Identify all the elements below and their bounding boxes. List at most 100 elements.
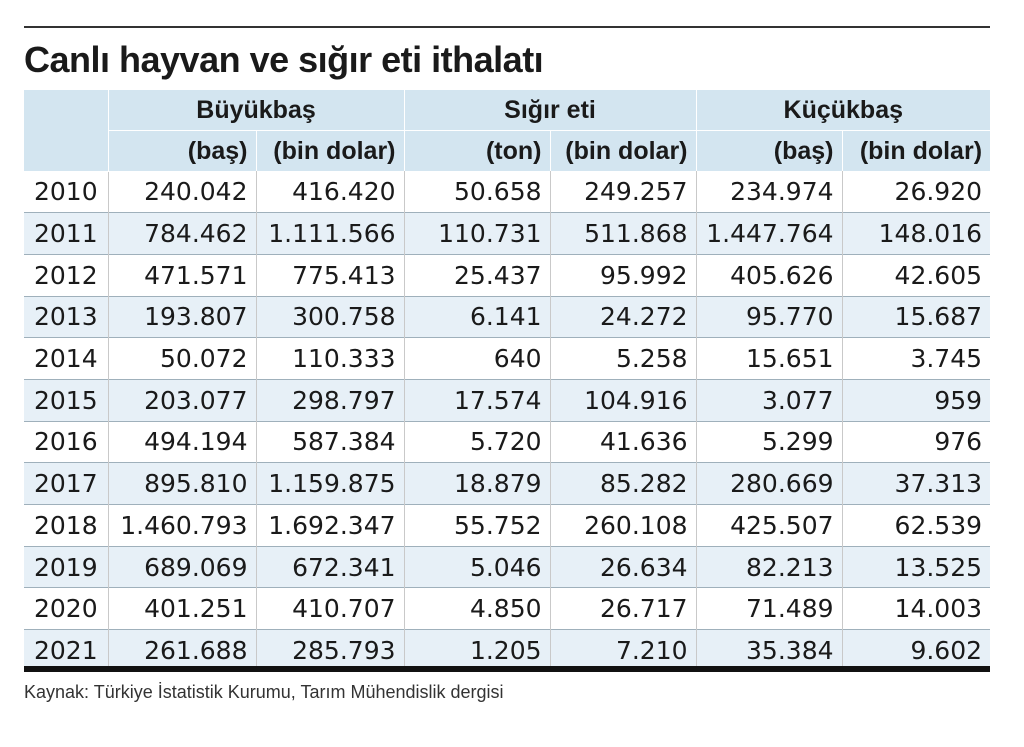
table-row: 2020 401.251 410.707 4.850 26.717 71.489 14.00… [24, 587, 991, 630]
value-cell: 240.042 [107, 171, 256, 213]
value-cell: 672.341 [255, 545, 405, 588]
value-cell: 110.731 [403, 212, 551, 255]
value-cell: 104.916 [549, 378, 697, 422]
value-cell: 425.507 [695, 504, 843, 547]
value-cell: 401.251 [107, 587, 256, 630]
value-cell: 50.072 [107, 337, 256, 380]
value-cell: 285.793 [255, 629, 405, 671]
value-cell: 234.974 [695, 171, 843, 213]
year-cell: 2014 [24, 337, 108, 380]
value-cell: 26.920 [841, 171, 991, 213]
value-cell: 5.720 [403, 420, 551, 463]
unit-header: (baş) [695, 130, 843, 171]
value-cell: 280.669 [695, 462, 843, 505]
value-cell: 148.016 [841, 212, 991, 255]
value-cell: 24.272 [549, 295, 697, 338]
value-cell: 298.797 [255, 378, 405, 422]
year-cell: 2011 [24, 212, 108, 255]
value-cell: 17.574 [403, 378, 551, 422]
unit-header-row: (baş) (bin dolar) (ton) (bin dolar) (baş… [24, 130, 991, 171]
page-title: Canlı hayvan ve sığır eti ithalatı [24, 39, 544, 80]
year-cell: 2012 [24, 253, 108, 297]
value-cell: 7.210 [549, 629, 697, 671]
value-cell: 300.758 [255, 295, 405, 338]
value-cell: 410.707 [255, 587, 405, 630]
value-cell: 41.636 [549, 420, 697, 463]
value-cell: 95.770 [695, 295, 843, 338]
value-cell: 1.111.566 [255, 212, 405, 255]
year-cell: 2019 [24, 545, 108, 588]
value-cell: 471.571 [107, 253, 256, 297]
value-cell: 26.717 [549, 587, 697, 630]
value-cell: 511.868 [549, 212, 697, 255]
unit-header: (bin dolar) [841, 130, 991, 171]
table-row: 2021 261.688 285.793 1.205 7.210 35.384 9.602 [24, 629, 991, 671]
table-body: 2010 240.042 416.420 50.658 249.257 234.974 26… [24, 171, 991, 671]
value-cell: 110.333 [255, 337, 405, 380]
year-cell: 2010 [34, 177, 98, 207]
value-cell: 416.420 [255, 171, 405, 213]
value-cell: 55.752 [403, 504, 551, 547]
value-cell: 4.850 [403, 587, 551, 630]
value-cell: 587.384 [255, 420, 405, 463]
year-cell: 2020 [24, 587, 108, 630]
value-cell: 50.658 [403, 171, 551, 213]
table-row: 2013 193.807 300.758 6.141 24.272 95.770 15.68… [24, 295, 991, 338]
import-table: Büyükbaş Sığır eti Küçükbaş (baş) (bin d… [24, 90, 991, 671]
value-cell: 5.258 [549, 337, 697, 380]
value-cell: 1.159.875 [255, 462, 405, 505]
value-cell: 25.437 [403, 253, 551, 297]
value-cell: 976 [841, 420, 991, 463]
table-row: 2015 203.077 298.797 17.574 104.916 3.077 959 [24, 378, 991, 422]
value-cell: 82.213 [695, 545, 843, 588]
value-cell: 15.687 [841, 295, 991, 338]
group-header-kucukbas: Küçükbaş [695, 90, 991, 131]
value-cell: 3.077 [695, 378, 843, 422]
value-cell: 26.634 [549, 545, 697, 588]
value-cell: 71.489 [695, 587, 843, 630]
value-cell: 1.692.347 [255, 504, 405, 547]
year-cell: 2016 [24, 420, 108, 463]
value-cell: 14.003 [841, 587, 991, 630]
top-rule [24, 26, 990, 28]
value-cell: 784.462 [107, 212, 256, 255]
value-cell: 959 [841, 378, 991, 422]
value-cell: 35.384 [695, 629, 843, 671]
value-cell: 5.299 [695, 420, 843, 463]
bottom-rule [24, 666, 990, 672]
value-cell: 405.626 [695, 253, 843, 297]
table-row: 2017 895.810 1.159.875 18.879 85.282 280.669 3… [24, 462, 991, 505]
value-cell: 260.108 [549, 504, 697, 547]
value-cell: 895.810 [107, 462, 256, 505]
group-header-sigir-eti: Sığır eti [403, 90, 697, 131]
value-cell: 261.688 [107, 629, 256, 671]
value-cell: 1.205 [403, 629, 551, 671]
table-row: 2010 240.042 416.420 50.658 249.257 234.974 26… [24, 171, 991, 213]
value-cell: 5.046 [403, 545, 551, 588]
group-header-row: Büyükbaş Sığır eti Küçükbaş [24, 90, 991, 172]
value-cell: 37.313 [841, 462, 991, 505]
value-cell: 1.447.764 [695, 212, 843, 255]
year-cell: 2018 [24, 504, 108, 547]
table-row: 2014 50.072 110.333 640 5.258 15.651 3.745 [24, 337, 991, 380]
unit-header: (baş) [107, 130, 256, 171]
value-cell: 9.602 [841, 629, 991, 671]
year-cell: 2017 [24, 462, 108, 505]
value-cell: 18.879 [403, 462, 551, 505]
unit-header: (bin dolar) [549, 130, 697, 171]
value-cell: 95.992 [549, 253, 697, 297]
value-cell: 3.745 [841, 337, 991, 380]
table-row: 2019 689.069 672.341 5.046 26.634 82.213 13.52… [24, 545, 991, 588]
table-row: 2011 784.462 1.111.566 110.731 511.868 1.447.… [24, 212, 991, 255]
table-row: 2012 471.571 775.413 25.437 95.992 405.626 42.… [24, 253, 991, 297]
value-cell: 62.539 [841, 504, 991, 547]
value-cell: 13.525 [841, 545, 991, 588]
value-cell: 203.077 [107, 378, 256, 422]
table-row: 2016 494.194 587.384 5.720 41.636 5.299 976 [24, 420, 991, 463]
value-cell: 640 [403, 337, 551, 380]
table-row: 2018 1.460.793 1.692.347 55.752 260.108 425.5… [24, 504, 991, 547]
year-cell: 2021 [24, 629, 108, 671]
year-cell: 2013 [24, 295, 108, 338]
source-note: Kaynak: Türkiye İstatistik Kurumu, Tarım… [24, 682, 504, 702]
unit-header: (bin dolar) [255, 130, 405, 171]
